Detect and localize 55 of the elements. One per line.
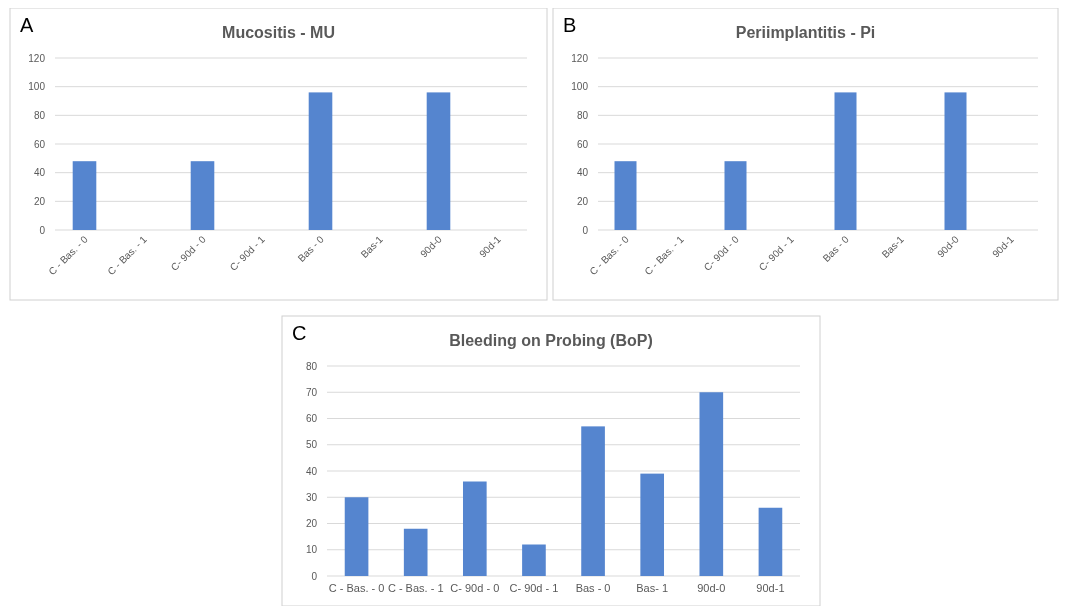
- bar: [699, 392, 724, 576]
- x-tick-label: Bas - 0: [820, 233, 852, 264]
- bar: [344, 497, 369, 576]
- y-tick-label: 60: [576, 138, 589, 150]
- x-tick-label: C- 90d - 1: [227, 233, 268, 273]
- y-tick-label: 80: [305, 360, 318, 372]
- y-tick-label: 60: [305, 413, 318, 424]
- y-tick-label: 80: [576, 109, 589, 121]
- x-tick-label: Bas - 0: [575, 582, 611, 594]
- y-tick-label: 70: [305, 386, 318, 398]
- y-tick-label: 20: [305, 518, 318, 529]
- y-tick-label: 0: [311, 570, 318, 582]
- x-tick-label: Bas - 0: [295, 233, 327, 264]
- y-tick-label: 0: [582, 224, 589, 236]
- y-tick-label: 30: [305, 491, 318, 503]
- x-tick-label: C- 90d - 0: [701, 233, 742, 273]
- y-tick-label: 100: [28, 81, 46, 93]
- y-tick-label: 50: [305, 439, 318, 451]
- x-tick-label: C - Bas. - 1: [642, 233, 687, 278]
- x-tick-label: C - Bas. - 1: [105, 233, 150, 278]
- x-tick-label: 90d-1: [756, 582, 785, 594]
- y-tick-label: 120: [28, 52, 46, 64]
- bar: [758, 507, 783, 576]
- x-tick-label: C- 90d - 0: [450, 582, 500, 594]
- y-tick-label: 0: [39, 224, 46, 236]
- chart-title: Bleeding on Probing (BoP): [449, 332, 653, 349]
- chart-title: Periimplantitis - Pi: [735, 24, 876, 41]
- chart-title: Mucositis - MU: [222, 24, 335, 41]
- bar: [581, 426, 605, 576]
- text: B: [563, 14, 577, 36]
- x-tick-label: 90d-0: [697, 582, 726, 594]
- y-tick-label: 120: [571, 52, 589, 64]
- bar: [640, 473, 665, 576]
- text: A: [20, 14, 34, 36]
- y-tick-label: 80: [33, 109, 46, 121]
- x-tick-label: C - Bas. - 1: [387, 582, 444, 594]
- y-tick-label: 100: [571, 81, 589, 93]
- x-tick-label: C - Bas. - 0: [328, 582, 385, 594]
- x-tick-label: C- 90d - 1: [756, 233, 797, 273]
- bar: [522, 544, 546, 576]
- y-tick-label: 60: [33, 138, 46, 150]
- y-tick-label: 40: [33, 167, 46, 179]
- y-tick-label: 40: [576, 167, 589, 179]
- x-tick-label: C - Bas. - 0: [46, 233, 91, 278]
- x-tick-label: C - Bas. - 0: [587, 233, 632, 278]
- y-tick-label: 40: [305, 465, 318, 477]
- x-tick-label: Bas- 1: [636, 582, 669, 594]
- x-tick-label: C- 90d - 0: [168, 233, 209, 273]
- x-tick-label: C- 90d - 1: [509, 582, 559, 594]
- text: C: [292, 322, 307, 344]
- y-tick-label: 10: [305, 544, 318, 556]
- y-tick-label: 20: [33, 195, 46, 207]
- bar: [403, 528, 428, 576]
- y-tick-label: 20: [576, 195, 589, 207]
- bar: [462, 481, 487, 576]
